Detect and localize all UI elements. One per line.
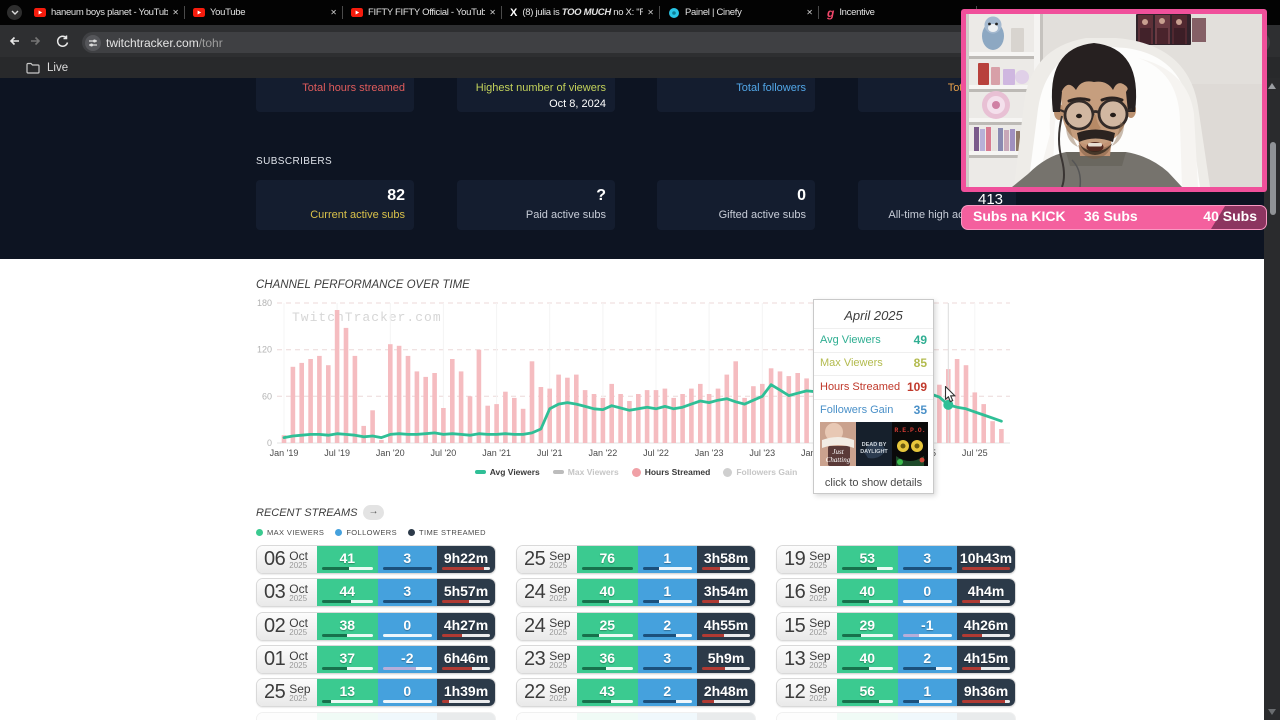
svg-text:R.E.P.O.: R.E.P.O. [894,427,925,434]
svg-text:Just: Just [832,448,844,456]
svg-text:Jan '21: Jan '21 [482,448,511,458]
svg-text:Jan '20: Jan '20 [376,448,405,458]
svg-text:Jan '22: Jan '22 [589,448,618,458]
svg-text:60: 60 [262,391,272,401]
svg-text:120: 120 [257,345,272,355]
svg-text:Chatting: Chatting [826,456,851,464]
svg-text:DEAD BY: DEAD BY [862,442,887,448]
svg-text:Jul '23: Jul '23 [749,448,775,458]
svg-text:Jul '21: Jul '21 [537,448,563,458]
svg-text:180: 180 [257,298,272,308]
svg-text:Jul '19: Jul '19 [324,448,350,458]
svg-text:Jul '25: Jul '25 [962,448,988,458]
svg-text:Jan '23: Jan '23 [695,448,724,458]
svg-text:0: 0 [267,438,272,448]
svg-text:Jul '20: Jul '20 [431,448,457,458]
svg-text:Jan '19: Jan '19 [270,448,299,458]
svg-text:DAYLIGHT: DAYLIGHT [860,449,888,455]
svg-text:Jul '22: Jul '22 [643,448,669,458]
